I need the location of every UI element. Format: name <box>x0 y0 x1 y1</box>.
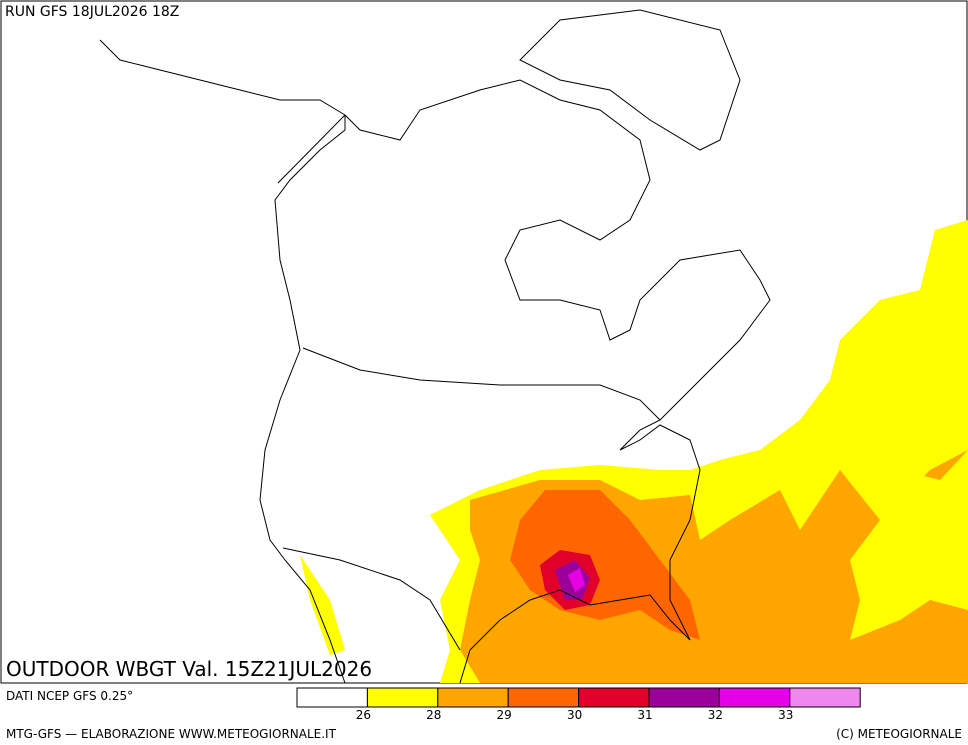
run-label: RUN GFS 18JUL2026 18Z <box>5 4 179 20</box>
legend-swatch <box>789 687 861 708</box>
source-label: DATI NCEP GFS 0.25° <box>6 689 133 703</box>
heat-zone-magenta <box>568 568 585 592</box>
legend-swatch <box>507 687 580 708</box>
legend: 26 28 29 30 31 32 33 <box>296 687 861 722</box>
legend-swatch <box>648 687 720 708</box>
legend-label: 31 <box>637 708 652 722</box>
coastline <box>344 79 771 684</box>
legend-swatch <box>437 687 509 708</box>
legend-label: 26 <box>356 708 371 722</box>
legend-swatch <box>366 687 439 708</box>
legend-swatch <box>578 687 650 708</box>
footer-left: MTG-GFS — ELABORAZIONE WWW.METEOGIORNALE… <box>6 727 337 741</box>
legend-label: 30 <box>567 708 582 722</box>
legend-swatch <box>718 687 791 708</box>
legend-label: 28 <box>426 708 441 722</box>
border <box>277 114 661 651</box>
heat-zone-yellow <box>850 450 968 640</box>
heat-zone-yellow <box>300 555 345 655</box>
footer-right: (C) METEOGIORNALE <box>836 727 962 741</box>
coastline <box>99 39 346 684</box>
legend-label: 33 <box>778 708 793 722</box>
legend-label: 32 <box>708 708 723 722</box>
map-title: OUTDOOR WBGT Val. 15Z21JUL2026 <box>6 657 372 681</box>
greenland <box>519 9 741 151</box>
legend-swatch <box>296 687 368 708</box>
map: OUTDOOR WBGT Val. 15Z21JUL2026 RUN GFS 1… <box>0 0 968 684</box>
legend-label: 29 <box>497 708 512 722</box>
